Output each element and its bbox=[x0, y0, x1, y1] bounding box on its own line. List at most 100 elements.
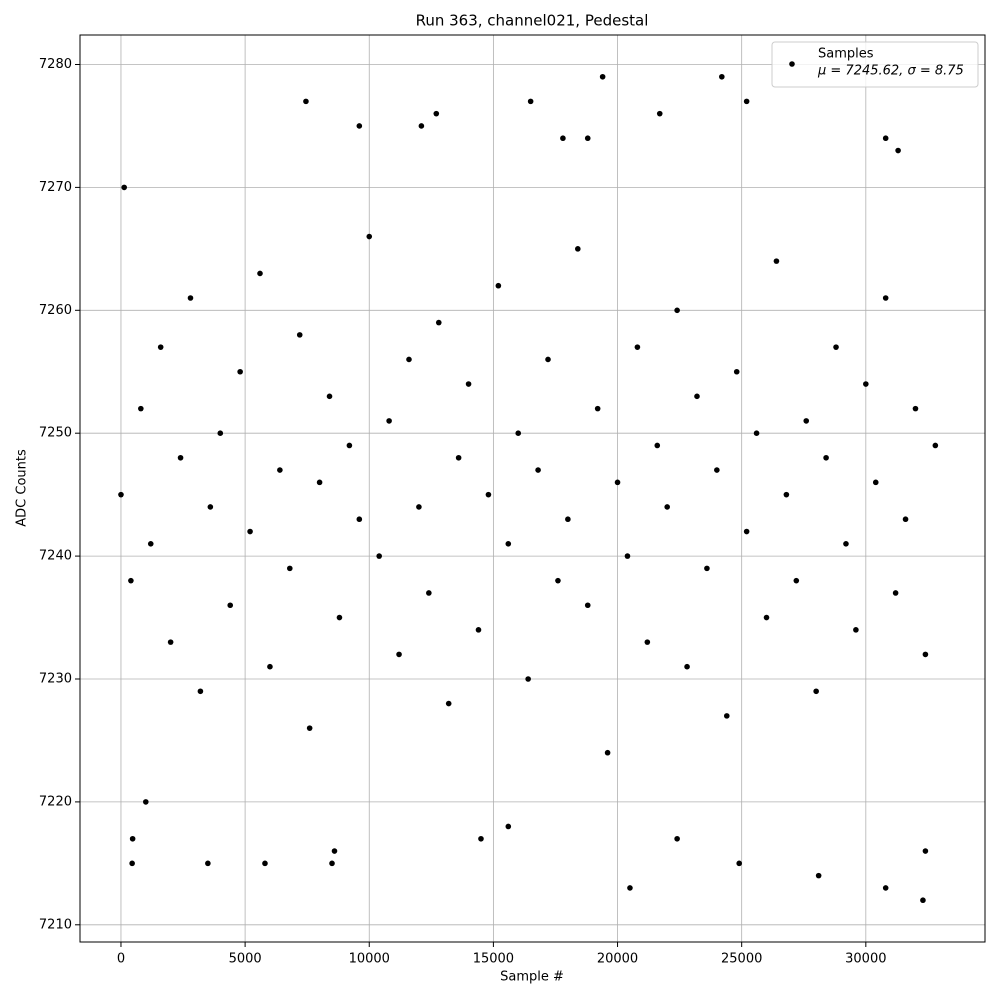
point bbox=[920, 897, 926, 904]
point bbox=[525, 676, 531, 682]
point bbox=[656, 110, 663, 117]
point bbox=[743, 98, 750, 105]
point bbox=[237, 368, 243, 375]
point bbox=[895, 147, 901, 154]
x-axis-label: Sample # bbox=[500, 970, 564, 985]
point bbox=[128, 577, 134, 584]
point bbox=[296, 332, 303, 338]
point bbox=[406, 356, 412, 363]
point bbox=[833, 344, 839, 350]
point bbox=[147, 541, 154, 547]
point bbox=[118, 491, 124, 498]
point bbox=[329, 860, 335, 867]
point bbox=[505, 541, 512, 547]
point bbox=[565, 516, 571, 523]
point bbox=[902, 516, 909, 523]
point bbox=[813, 688, 819, 695]
point bbox=[627, 885, 633, 891]
point bbox=[882, 885, 889, 891]
x-tick-label: 0 bbox=[117, 952, 125, 967]
point bbox=[495, 282, 502, 289]
point bbox=[803, 418, 810, 424]
y-tick-label: 7220 bbox=[39, 794, 72, 809]
point bbox=[197, 688, 204, 695]
point bbox=[843, 541, 849, 547]
y-tick-label: 7260 bbox=[39, 303, 72, 318]
point bbox=[316, 479, 323, 486]
point bbox=[545, 356, 551, 363]
point bbox=[719, 73, 725, 80]
point bbox=[187, 295, 194, 301]
x-tick-label: 10000 bbox=[349, 952, 390, 967]
point bbox=[303, 98, 309, 105]
legend-note: μ = 7245.62, σ = 8.75 bbox=[817, 64, 964, 79]
x-tick-label: 5000 bbox=[229, 952, 262, 967]
point bbox=[773, 258, 780, 264]
point bbox=[356, 123, 363, 129]
point bbox=[336, 614, 343, 621]
point bbox=[478, 835, 484, 842]
point bbox=[129, 835, 136, 842]
chart-title: Run 363, channel021, Pedestal bbox=[416, 12, 649, 30]
point bbox=[753, 430, 760, 436]
point bbox=[614, 479, 621, 486]
point bbox=[207, 504, 214, 510]
y-tick-label: 7280 bbox=[39, 57, 72, 72]
y-tick-label: 7230 bbox=[39, 671, 72, 686]
point bbox=[227, 602, 234, 609]
point bbox=[823, 454, 829, 461]
x-tick-label: 30000 bbox=[845, 952, 886, 967]
point bbox=[704, 565, 710, 572]
point bbox=[853, 627, 859, 633]
point bbox=[793, 577, 800, 584]
point bbox=[433, 110, 440, 117]
point bbox=[386, 418, 392, 424]
point bbox=[674, 307, 680, 314]
point bbox=[604, 749, 611, 756]
point bbox=[306, 725, 313, 731]
point bbox=[892, 590, 899, 596]
point bbox=[475, 627, 482, 633]
y-tick-label: 7250 bbox=[39, 426, 72, 441]
point bbox=[177, 454, 184, 461]
point bbox=[455, 454, 462, 461]
point bbox=[396, 651, 402, 658]
y-tick-label: 7210 bbox=[39, 917, 72, 932]
point bbox=[654, 442, 661, 449]
x-tick-label: 15000 bbox=[473, 952, 514, 967]
point bbox=[912, 405, 919, 412]
point bbox=[217, 430, 224, 436]
point bbox=[157, 344, 164, 350]
point bbox=[277, 467, 283, 473]
point bbox=[723, 713, 730, 719]
point bbox=[326, 393, 333, 400]
point bbox=[714, 467, 720, 473]
point bbox=[505, 823, 512, 830]
point bbox=[257, 270, 263, 277]
point bbox=[465, 381, 472, 387]
point bbox=[815, 872, 822, 879]
point bbox=[599, 73, 606, 80]
point bbox=[167, 639, 174, 645]
point bbox=[435, 319, 442, 326]
point bbox=[882, 135, 889, 142]
point bbox=[287, 565, 293, 572]
point bbox=[575, 246, 581, 252]
legend-marker bbox=[789, 61, 795, 67]
point bbox=[247, 528, 253, 535]
point bbox=[733, 368, 740, 375]
point bbox=[922, 651, 929, 658]
point bbox=[267, 663, 273, 670]
y-axis-label: ADC Counts bbox=[15, 449, 30, 527]
point bbox=[205, 860, 211, 867]
point bbox=[560, 135, 566, 142]
point bbox=[664, 504, 670, 510]
point bbox=[376, 553, 382, 559]
point bbox=[331, 848, 338, 854]
point bbox=[418, 123, 425, 129]
point bbox=[416, 504, 422, 510]
point bbox=[142, 799, 149, 805]
point bbox=[129, 860, 135, 867]
point bbox=[485, 491, 492, 498]
legend: Samples μ = 7245.62, σ = 8.75 bbox=[771, 41, 979, 88]
